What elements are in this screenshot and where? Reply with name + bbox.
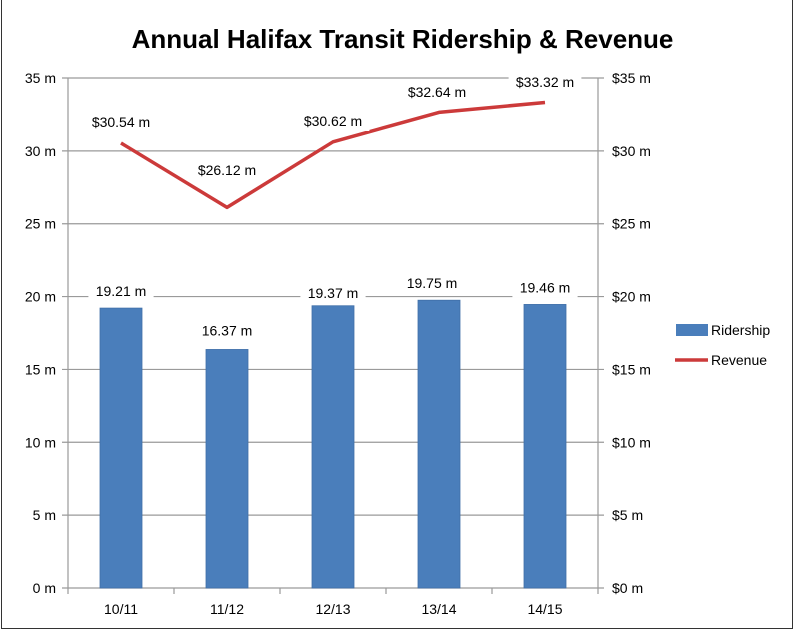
legend-revenue-label: Revenue [711,352,767,368]
left-tick-label: 0 m [33,580,56,596]
bar-data-label: 19.46 m [520,279,571,295]
right-tick-label: $5 m [612,507,643,523]
bar-data-label-bg [88,281,154,302]
right-tick-label: $25 m [612,216,651,232]
legend-ridership-swatch [676,324,708,336]
line-data-label-bg [84,112,158,132]
x-tick-label: 10/11 [104,601,138,617]
left-tick-label: 35 m [25,70,56,86]
bar-data-label-bg [300,282,366,303]
bar-ridership [523,304,567,589]
chart-title: Annual Halifax Transit Ridership & Reven… [131,24,674,54]
x-tick-label: 14/15 [527,601,562,617]
legend-ridership-label: Ridership [711,322,770,338]
line-data-label: $32.64 m [408,84,466,100]
right-tick-label: $10 m [612,434,651,450]
line-data-label: $30.54 m [92,114,150,130]
bar-ridership [417,299,461,589]
bar-data-label-bg [194,320,260,341]
left-tick-label: 15 m [25,361,56,377]
bar-data-label-bg [399,273,465,294]
line-data-label-bg [296,111,370,131]
bar-ridership [205,349,249,589]
bar-data-label: 19.37 m [308,285,359,301]
right-tick-label: $20 m [612,289,651,305]
line-data-label-bg [190,160,264,180]
bar-data-label-bg [512,277,578,298]
x-tick-label: 12/13 [315,601,350,617]
bar-data-label: 16.37 m [202,322,253,338]
right-tick-label: $0 m [612,580,643,596]
line-data-label-bg [400,82,474,102]
bar-data-label: 19.21 m [96,283,147,299]
left-tick-label: 5 m [33,507,56,523]
right-tick-label: $15 m [612,361,651,377]
line-data-label: $26.12 m [198,162,256,178]
left-tick-label: 25 m [25,216,56,232]
right-tick-label: $35 m [612,70,651,86]
left-tick-label: 20 m [25,289,56,305]
bar-ridership [99,307,143,589]
line-data-label-bg [508,72,582,92]
bar-ridership [311,305,355,589]
line-data-label: $30.62 m [304,113,362,129]
right-tick-label: $30 m [612,143,651,159]
left-tick-label: 10 m [25,434,56,450]
left-tick-label: 30 m [25,143,56,159]
bar-data-label: 19.75 m [407,275,458,291]
x-tick-label: 13/14 [421,601,456,617]
x-tick-label: 11/12 [210,601,244,617]
line-data-label: $33.32 m [516,74,574,90]
